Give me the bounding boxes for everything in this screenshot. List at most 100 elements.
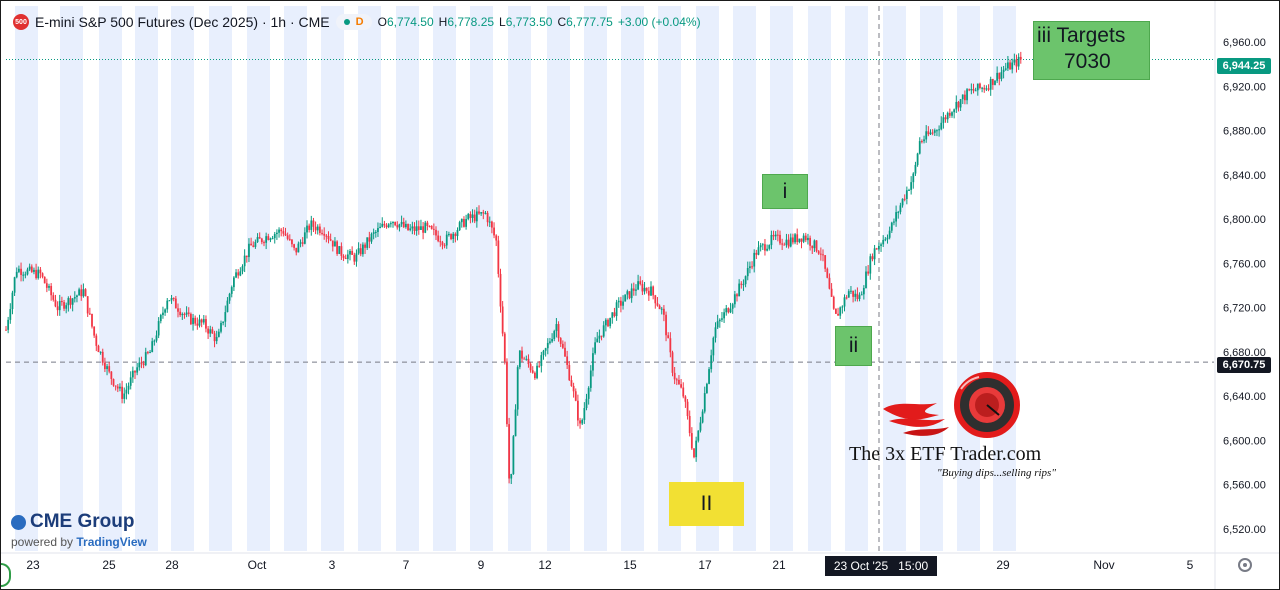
candle-body — [602, 325, 605, 337]
candle-body — [759, 245, 762, 248]
candle-body — [994, 80, 996, 85]
candle-body — [899, 205, 902, 212]
candle-body — [54, 299, 57, 307]
candle-body — [420, 226, 422, 230]
candle-body — [475, 211, 478, 222]
candle-body — [495, 235, 498, 241]
candle-body — [534, 372, 536, 379]
session-band — [60, 6, 83, 551]
candle-body — [147, 352, 149, 354]
candle-body — [179, 311, 182, 316]
candle-body — [923, 139, 925, 142]
candle-body — [15, 271, 18, 278]
candle-body — [916, 153, 919, 165]
symbol-icon[interactable]: 500 — [13, 14, 29, 30]
crosshair-date: 23 Oct '25 — [833, 559, 889, 573]
candle-body — [553, 331, 556, 339]
candle-body — [822, 254, 824, 256]
x-tick-label: 29 — [996, 558, 1010, 572]
candle-body — [783, 244, 786, 246]
candle-body — [910, 182, 913, 190]
candle-body — [789, 237, 792, 247]
candle-body — [411, 226, 414, 229]
candle-body — [387, 224, 390, 228]
candle-body — [278, 229, 280, 233]
candle-body — [1013, 59, 1016, 63]
candle-body — [663, 308, 665, 315]
candle-body — [503, 333, 506, 362]
candle-body — [628, 291, 631, 299]
candle-body — [914, 164, 917, 174]
candle-body — [979, 83, 981, 89]
candle-body — [267, 236, 270, 240]
cme-branding[interactable]: CME Group powered by TradingView — [11, 511, 147, 549]
candle-body — [301, 242, 304, 244]
candle-body — [594, 342, 596, 354]
candle-body — [514, 409, 517, 437]
candle-body — [1007, 62, 1009, 69]
candle-body — [568, 365, 571, 381]
candle-body — [383, 223, 386, 226]
candle-body — [746, 268, 749, 277]
candle-body — [362, 244, 364, 255]
candle-body — [703, 393, 706, 412]
candle-body — [727, 308, 730, 313]
y-tick-label: 6,880.00 — [1223, 126, 1266, 138]
wave-II-label[interactable]: II — [669, 482, 744, 526]
session-band — [209, 6, 232, 551]
candle-body — [785, 239, 788, 245]
market-status[interactable]: D — [335, 14, 372, 30]
candle-body — [506, 361, 508, 425]
candle-body — [463, 218, 465, 227]
candle-body — [209, 329, 212, 334]
candle-body — [172, 298, 175, 300]
candle-body — [921, 141, 923, 143]
candle-body — [340, 246, 343, 256]
candle-body — [781, 243, 784, 245]
candle-body — [729, 308, 732, 313]
wave-i-label[interactable]: i — [762, 174, 808, 209]
candle-body — [828, 277, 831, 289]
candle-body — [574, 391, 577, 401]
settings-gear-icon[interactable] — [1238, 558, 1252, 572]
candle-body — [688, 416, 691, 434]
candle-body — [355, 253, 358, 262]
candle-body — [521, 350, 523, 359]
y-tick-label: 6,720.00 — [1223, 303, 1266, 315]
candle-body — [190, 313, 192, 325]
session-band — [15, 6, 38, 551]
session-band — [396, 6, 419, 551]
wave-ii-label[interactable]: ii — [835, 326, 872, 366]
candle-body — [162, 312, 164, 316]
chart-title[interactable]: E-mini S&P 500 Futures (Dec 2025) · 1h ·… — [35, 14, 330, 30]
session-band — [284, 6, 307, 551]
candle-body — [428, 225, 431, 227]
candle-body — [587, 387, 590, 399]
candle-body — [110, 371, 113, 379]
candle-body — [460, 218, 463, 223]
candle-body — [510, 474, 513, 479]
candle-body — [686, 401, 689, 417]
candle-body — [559, 338, 562, 344]
candle-body — [303, 232, 306, 244]
candle-body — [678, 379, 680, 385]
candle-body — [316, 226, 319, 231]
candle-body — [217, 331, 220, 337]
candle-body — [706, 383, 708, 394]
targets-line-2: 7030 — [1064, 50, 1111, 73]
candle-body — [488, 221, 491, 223]
candle-body — [364, 244, 366, 248]
candle-body — [839, 307, 842, 316]
y-tick-label: 6,920.00 — [1223, 81, 1266, 93]
candle-body — [39, 269, 42, 274]
crosshair-time: 15:00 — [898, 559, 929, 573]
candle-body — [1015, 59, 1018, 67]
targets-annotation[interactable]: iii Targets 7030 — [1033, 21, 1150, 80]
candle-body — [101, 351, 104, 363]
candle-body — [129, 377, 132, 386]
candle-body — [604, 319, 607, 326]
candle-body — [306, 225, 308, 233]
candle-body — [895, 212, 897, 222]
candle-body — [518, 350, 521, 368]
